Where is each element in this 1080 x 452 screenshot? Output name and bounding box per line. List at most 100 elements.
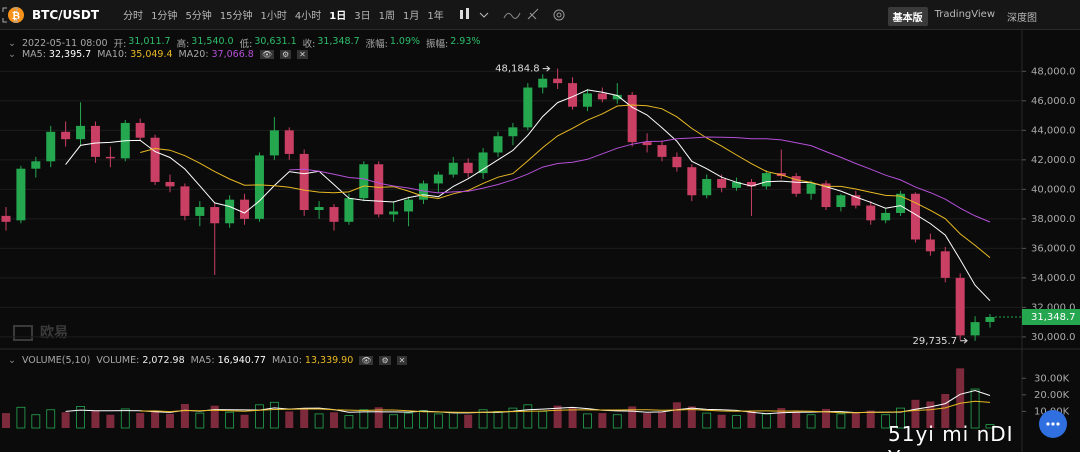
ma-line — [65, 89, 991, 302]
ma-value: 32,395.7 — [48, 49, 92, 60]
candle-body — [374, 164, 384, 215]
volume-bar — [210, 405, 219, 428]
candle-body — [180, 186, 190, 216]
volume-bar — [851, 413, 860, 428]
volume-ma-line — [65, 389, 991, 415]
volume-bar — [76, 406, 85, 429]
view-tab[interactable]: TradingView — [934, 9, 995, 20]
volume-bar — [732, 415, 741, 429]
legend-icon[interactable]: ✕ — [396, 356, 408, 365]
candle-body — [46, 131, 56, 162]
volume-bar — [91, 410, 100, 428]
candle-body — [925, 239, 935, 252]
candle-body — [314, 207, 324, 210]
interval-tab[interactable]: 分时 — [123, 11, 144, 22]
candle-body — [732, 181, 742, 188]
interval-tab[interactable]: 4小时 — [294, 11, 322, 22]
volume-bar — [628, 406, 637, 428]
field-value: 31,348.7 — [317, 36, 360, 47]
datetime: 2022-05-11 08:00 — [21, 37, 108, 49]
volume-bar — [612, 414, 622, 429]
volume-bar — [538, 411, 548, 429]
volume-bar — [225, 411, 235, 429]
volume-bar — [330, 412, 338, 428]
collapse[interactable]: ⌄ — [8, 49, 16, 60]
legend-icon[interactable]: 👁 — [259, 50, 274, 59]
legend-icon[interactable]: ⚙ — [279, 50, 292, 59]
candle-body — [821, 183, 831, 208]
volume-bar — [180, 403, 189, 428]
volume-tick-label: 20.00K — [1034, 390, 1070, 401]
volume-bar — [240, 414, 249, 428]
candle-body — [717, 179, 727, 188]
volume-bar — [269, 401, 279, 429]
candle-body — [582, 93, 592, 107]
candle-body — [329, 207, 339, 222]
ma-item: MA20: 37,066.8 — [179, 49, 254, 60]
candle-body — [165, 181, 175, 187]
field-value: 31,540.0 — [191, 36, 234, 47]
legend-icon[interactable]: 👁 — [359, 356, 374, 365]
volume-bar — [448, 411, 458, 429]
ma-item: MA10: 35,049.4 — [97, 49, 172, 60]
volume-bar — [866, 410, 875, 428]
candle-body — [612, 94, 622, 100]
symbol[interactable]: BTC/USDT — [32, 7, 100, 22]
view-tab[interactable]: 基本版 — [887, 7, 928, 26]
volume-bar — [120, 408, 130, 429]
interval-tab[interactable]: 1周 — [378, 11, 396, 22]
volume-bar — [255, 404, 264, 429]
collapse[interactable]: ⌄ — [8, 37, 16, 49]
y-tick-label: 34,000.0 — [1031, 273, 1076, 284]
candle-body — [478, 152, 488, 174]
interval-tab[interactable]: 5分钟 — [185, 11, 212, 22]
chat-button[interactable] — [1038, 409, 1068, 439]
interval-tab[interactable]: 1年 — [427, 11, 444, 22]
interval-tab[interactable]: 1月 — [403, 11, 420, 22]
logo-icon — [13, 325, 33, 341]
interval-tab[interactable]: 1小时 — [260, 11, 287, 22]
candle-body — [225, 199, 235, 224]
extreme-label: 29,735.7 — [913, 336, 958, 347]
candle-body — [105, 156, 115, 159]
volume-bar — [672, 402, 681, 428]
candle-body — [896, 193, 906, 213]
candle-body — [597, 93, 607, 100]
y-tick-label: 30,000.0 — [1031, 332, 1076, 343]
y-tick-label: 38,000.0 — [1031, 214, 1076, 225]
candle-body — [90, 125, 100, 157]
fullscreen-icon[interactable] — [0, 5, 20, 25]
volume-bar — [792, 412, 801, 428]
interval-tab[interactable]: 1日 — [329, 11, 347, 22]
candle-body — [657, 145, 667, 157]
ohlc-field: 涨幅: 1.09% — [366, 36, 420, 50]
collapse[interactable]: ⌄ — [8, 355, 16, 366]
ma-label: MA5: — [21, 49, 46, 60]
volume-bar — [747, 411, 756, 428]
candle-body — [985, 316, 995, 322]
candle-body — [866, 205, 876, 221]
candle-body — [389, 211, 399, 215]
y-tick-label: 44,000.0 — [1031, 125, 1076, 136]
volume-label: MA5: — [190, 355, 215, 366]
volume-bar — [300, 408, 309, 428]
legend-icon[interactable]: ✕ — [297, 50, 308, 59]
candle-body — [240, 199, 250, 219]
view-tab[interactable]: 深度图 — [1007, 13, 1037, 24]
candle-body — [970, 322, 980, 336]
interval-tab[interactable]: 3日 — [354, 11, 371, 22]
volume-bar — [136, 413, 145, 428]
candle-body — [433, 174, 443, 184]
ohlc-field: 开: 31,011.7 — [114, 36, 171, 50]
interval-tab[interactable]: 1分钟 — [151, 11, 178, 22]
candle-body — [284, 130, 294, 154]
candle-body — [195, 207, 205, 216]
volume-bar — [285, 411, 294, 428]
y-tick-label: 48,000.0 — [1031, 66, 1076, 77]
legend-icon[interactable]: ⚙ — [379, 356, 391, 365]
candle-body — [940, 251, 950, 278]
candle-body — [881, 212, 891, 221]
interval-tab[interactable]: 15分钟 — [219, 11, 253, 22]
volume-bar — [822, 408, 830, 428]
